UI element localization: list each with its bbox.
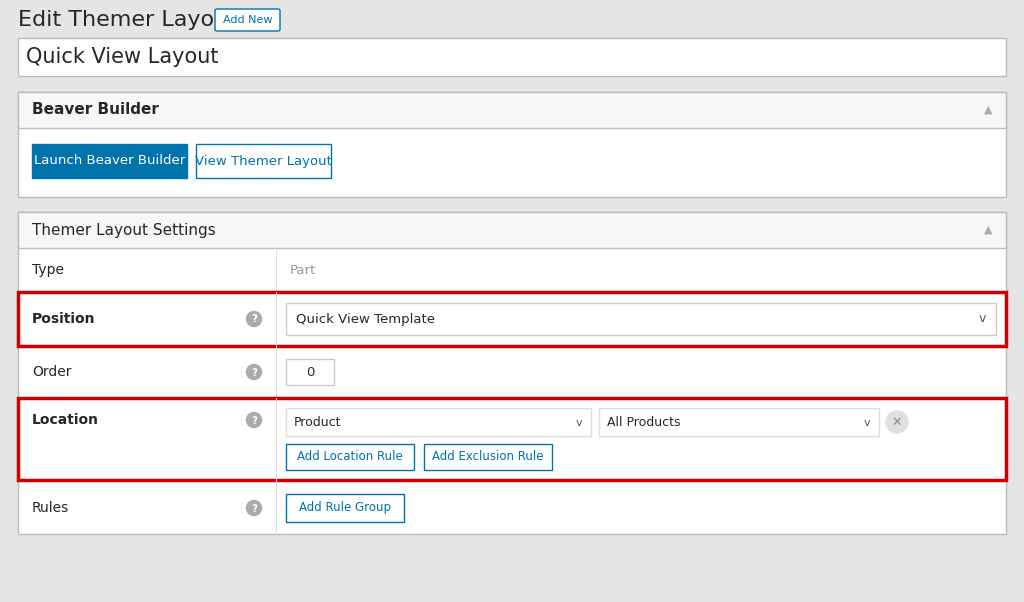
Text: ✕: ✕ — [892, 415, 902, 429]
Text: Location: Location — [32, 413, 99, 427]
Text: Position: Position — [32, 312, 95, 326]
Bar — [18, 397, 1006, 398]
Text: v: v — [575, 418, 583, 428]
Text: 0: 0 — [306, 365, 314, 379]
Text: Add Location Rule: Add Location Rule — [297, 450, 402, 464]
Bar — [286, 303, 996, 335]
Text: All Products: All Products — [607, 415, 681, 429]
Bar — [18, 92, 1006, 197]
Text: ?: ? — [251, 367, 257, 377]
Text: Add New: Add New — [223, 15, 272, 25]
Circle shape — [247, 412, 261, 427]
Circle shape — [886, 411, 908, 433]
Text: Add Exclusion Rule: Add Exclusion Rule — [432, 450, 544, 464]
Circle shape — [247, 500, 261, 515]
Text: Quick View Layout: Quick View Layout — [26, 47, 218, 67]
Text: Themer Layout Settings: Themer Layout Settings — [32, 223, 216, 238]
Bar — [286, 359, 334, 385]
Text: ▲: ▲ — [984, 105, 992, 115]
Text: v: v — [863, 418, 870, 428]
Text: Order: Order — [32, 365, 72, 379]
Text: Launch Beaver Builder: Launch Beaver Builder — [34, 155, 185, 167]
Text: Edit Themer Layout: Edit Themer Layout — [18, 10, 237, 30]
Bar — [18, 212, 1006, 248]
Bar — [18, 92, 1006, 128]
Text: ?: ? — [251, 415, 257, 426]
Text: Type: Type — [32, 263, 63, 277]
Text: Part: Part — [290, 264, 316, 276]
Text: Rules: Rules — [32, 501, 70, 515]
FancyBboxPatch shape — [215, 9, 280, 31]
Text: ▲: ▲ — [984, 225, 992, 235]
Bar — [18, 292, 1006, 346]
Text: Product: Product — [294, 415, 341, 429]
Text: ?: ? — [251, 314, 257, 324]
Text: Add Rule Group: Add Rule Group — [299, 501, 391, 515]
Bar — [18, 212, 1006, 534]
Bar — [18, 291, 1006, 292]
Bar — [286, 494, 404, 522]
Bar — [18, 398, 1006, 480]
Circle shape — [247, 364, 261, 379]
Bar — [286, 408, 591, 436]
Bar — [32, 144, 187, 178]
Bar — [599, 408, 879, 436]
Bar — [286, 444, 414, 470]
Text: View Themer Layout: View Themer Layout — [195, 155, 332, 167]
Text: Quick View Template: Quick View Template — [296, 312, 435, 326]
Text: Beaver Builder: Beaver Builder — [32, 102, 159, 117]
Circle shape — [247, 311, 261, 326]
Text: ?: ? — [251, 503, 257, 514]
Bar — [424, 444, 552, 470]
Text: v: v — [978, 312, 986, 326]
Bar — [196, 144, 331, 178]
Bar — [18, 38, 1006, 76]
